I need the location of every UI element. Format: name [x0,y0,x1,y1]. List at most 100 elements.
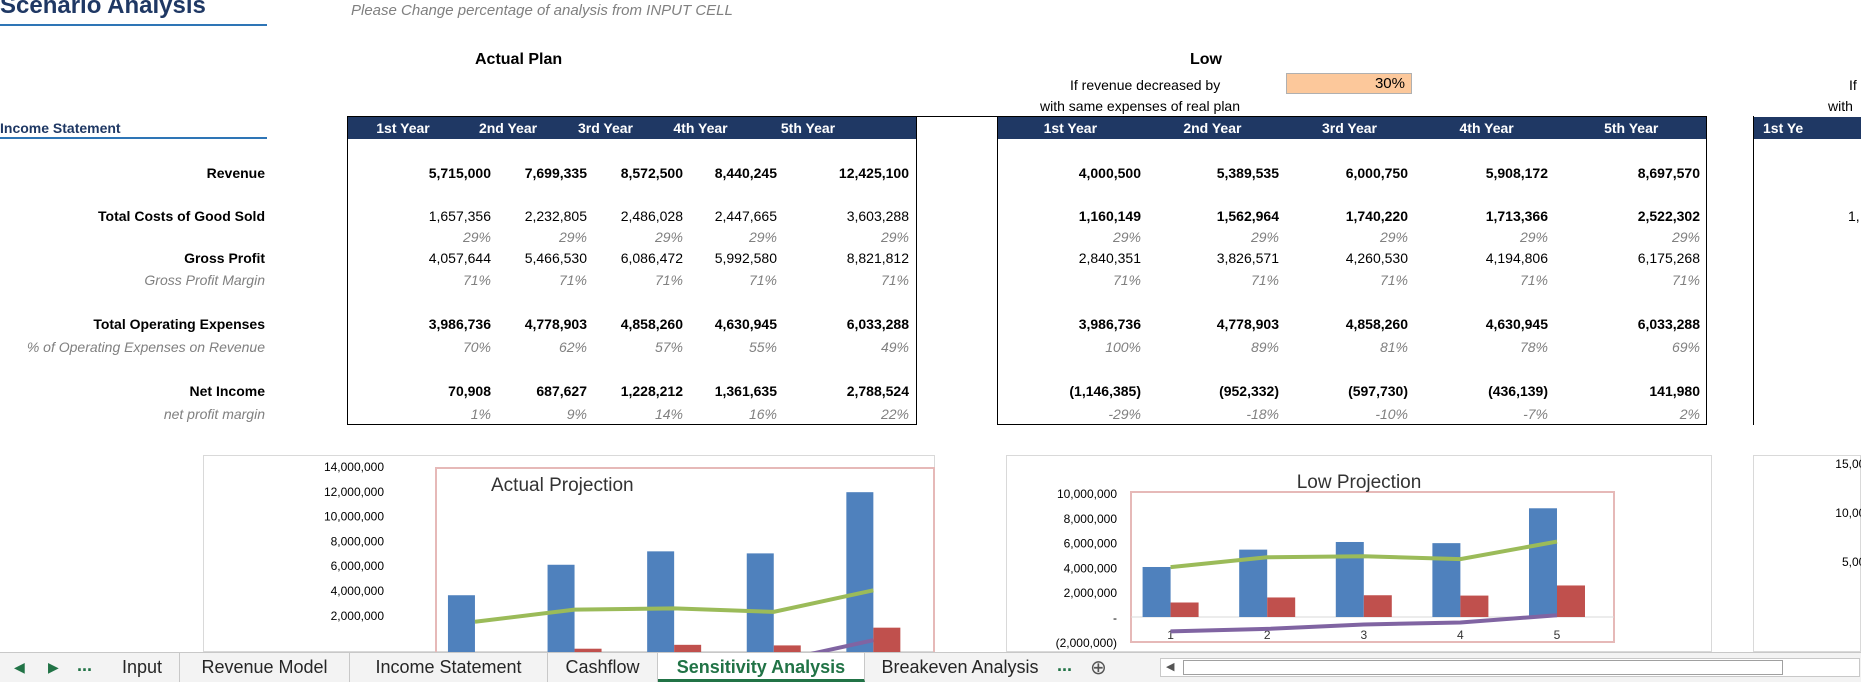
low-cogs-cell[interactable]: 1,160,149 [1078,208,1141,224]
low-gross-margin-cell[interactable]: 71% [1112,272,1141,288]
actual-revenue-cell[interactable]: 5,715,000 [428,165,491,181]
low-cogs-pct-cell[interactable]: 29% [1519,229,1548,245]
low-opex-cell[interactable]: 3,986,736 [1078,316,1141,332]
input-cell-revenue-decrease[interactable]: 30% [1286,73,1412,94]
actual-opex-cell[interactable]: 6,033,288 [846,316,909,332]
actual-gross-profit-cell[interactable]: 4,057,644 [428,250,491,266]
actual-revenue-cell[interactable]: 12,425,100 [838,165,909,181]
horizontal-scrollbar[interactable]: ◀ [1160,658,1860,677]
actual-net-margin-cell[interactable]: 14% [654,406,683,422]
low-cogs-cell[interactable]: 1,562,964 [1216,208,1279,224]
actual-revenue-cell[interactable]: 8,572,500 [620,165,683,181]
low-net-income-cell[interactable]: (1,146,385) [1069,383,1141,399]
actual-net-margin-cell[interactable]: 22% [880,406,909,422]
actual-net-margin-cell[interactable]: 1% [470,406,491,422]
tab-nav-prev-icon[interactable]: ◀ [14,659,25,675]
actual-net-margin-cell[interactable]: 16% [748,406,777,422]
low-net-margin-cell[interactable]: 2% [1679,406,1700,422]
tab-breakeven-analysis[interactable]: Breakeven Analysis [881,657,1039,677]
actual-cogs-pct-cell[interactable]: 29% [880,229,909,245]
low-cogs-pct-cell[interactable]: 29% [1671,229,1700,245]
scrollbar-thumb[interactable] [1183,660,1783,675]
actual-gross-profit-cell[interactable]: 6,086,472 [620,250,683,266]
low-gross-profit-cell[interactable]: 2,840,351 [1078,250,1141,266]
low-gross-profit-cell[interactable]: 4,260,530 [1345,250,1408,266]
low-opex-pct-cell[interactable]: 89% [1250,339,1279,355]
actual-opex-pct-cell[interactable]: 62% [558,339,587,355]
actual-opex-cell[interactable]: 3,986,736 [428,316,491,332]
low-net-margin-cell[interactable]: -29% [1108,406,1141,422]
tab-input[interactable]: Input [105,653,180,682]
low-net-income-cell[interactable]: (436,139) [1488,383,1548,399]
third-projection-chart[interactable]: 15,000 10,000 5,000 [1753,455,1861,652]
low-net-income-cell[interactable]: (952,332) [1219,383,1279,399]
low-revenue-cell[interactable]: 5,389,535 [1216,165,1279,181]
low-revenue-cell[interactable]: 5,908,172 [1485,165,1548,181]
actual-gross-margin-cell[interactable]: 71% [880,272,909,288]
actual-gross-margin-cell[interactable]: 71% [748,272,777,288]
actual-opex-pct-cell[interactable]: 55% [748,339,777,355]
actual-opex-pct-cell[interactable]: 57% [654,339,683,355]
low-gross-margin-cell[interactable]: 71% [1379,272,1408,288]
low-revenue-cell[interactable]: 8,697,570 [1637,165,1700,181]
actual-cogs-cell[interactable]: 1,657,356 [428,208,491,224]
low-gross-profit-cell[interactable]: 4,194,806 [1485,250,1548,266]
actual-cogs-pct-cell[interactable]: 29% [462,229,491,245]
tabs-more-left[interactable]: ... [77,655,93,675]
actual-gross-profit-cell[interactable]: 5,992,580 [714,250,777,266]
actual-opex-cell[interactable]: 4,858,260 [620,316,683,332]
low-opex-pct-cell[interactable]: 100% [1105,339,1141,355]
low-net-margin-cell[interactable]: -18% [1246,406,1279,422]
actual-cogs-cell[interactable]: 2,447,665 [714,208,777,224]
low-net-margin-cell[interactable]: -7% [1523,406,1548,422]
low-opex-cell[interactable]: 6,033,288 [1637,316,1700,332]
low-net-income-cell[interactable]: (597,730) [1348,383,1408,399]
tab-cashflow[interactable]: Cashflow [548,653,658,682]
actual-net-income-cell[interactable]: 687,627 [536,383,587,399]
low-net-income-cell[interactable]: 141,980 [1649,383,1700,399]
low-cogs-pct-cell[interactable]: 29% [1379,229,1408,245]
low-net-margin-cell[interactable]: -10% [1375,406,1408,422]
actual-opex-cell[interactable]: 4,778,903 [524,316,587,332]
low-gross-profit-cell[interactable]: 6,175,268 [1637,250,1700,266]
actual-gross-margin-cell[interactable]: 71% [462,272,491,288]
actual-cogs-pct-cell[interactable]: 29% [748,229,777,245]
scroll-left-icon[interactable]: ◀ [1166,661,1175,673]
low-cogs-pct-cell[interactable]: 29% [1112,229,1141,245]
actual-opex-cell[interactable]: 4,630,945 [714,316,777,332]
actual-gross-profit-cell[interactable]: 8,821,812 [846,250,909,266]
low-opex-pct-cell[interactable]: 69% [1671,339,1700,355]
add-sheet-icon[interactable]: ⊕ [1090,657,1107,679]
low-cogs-cell[interactable]: 1,713,366 [1485,208,1548,224]
low-gross-profit-cell[interactable]: 3,826,571 [1216,250,1279,266]
low-cogs-cell[interactable]: 2,522,302 [1637,208,1700,224]
tab-income-statement[interactable]: Income Statement [350,653,548,682]
low-cogs-pct-cell[interactable]: 29% [1250,229,1279,245]
tab-revenue-model[interactable]: Revenue Model [180,653,350,682]
actual-gross-margin-cell[interactable]: 71% [654,272,683,288]
actual-net-income-cell[interactable]: 1,361,635 [714,383,777,399]
actual-net-income-cell[interactable]: 2,788,524 [846,383,909,399]
actual-net-margin-cell[interactable]: 9% [566,406,587,422]
tabs-more-right[interactable]: ... [1057,655,1073,675]
low-cogs-cell[interactable]: 1,740,220 [1345,208,1408,224]
actual-cogs-pct-cell[interactable]: 29% [654,229,683,245]
actual-gross-margin-cell[interactable]: 71% [558,272,587,288]
actual-revenue-cell[interactable]: 7,699,335 [524,165,587,181]
actual-projection-chart[interactable]: 14,000,000 12,000,000 10,000,000 8,000,000 6… [203,455,935,682]
actual-opex-pct-cell[interactable]: 70% [462,339,491,355]
low-gross-margin-cell[interactable]: 71% [1671,272,1700,288]
low-opex-cell[interactable]: 4,858,260 [1345,316,1408,332]
actual-cogs-pct-cell[interactable]: 29% [558,229,587,245]
low-revenue-cell[interactable]: 4,000,500 [1078,165,1141,181]
actual-cogs-cell[interactable]: 2,486,028 [620,208,683,224]
actual-gross-profit-cell[interactable]: 5,466,530 [524,250,587,266]
low-opex-pct-cell[interactable]: 78% [1519,339,1548,355]
low-projection-chart[interactable]: 10,000,000 8,000,000 6,000,000 4,000,000 2,0… [1006,455,1712,652]
tab-nav-next-icon[interactable]: ▶ [48,659,59,675]
actual-opex-pct-cell[interactable]: 49% [880,339,909,355]
actual-cogs-cell[interactable]: 3,603,288 [846,208,909,224]
tab-sensitivity-analysis[interactable]: Sensitivity Analysis [658,653,865,682]
low-gross-margin-cell[interactable]: 71% [1519,272,1548,288]
low-opex-cell[interactable]: 4,630,945 [1485,316,1548,332]
